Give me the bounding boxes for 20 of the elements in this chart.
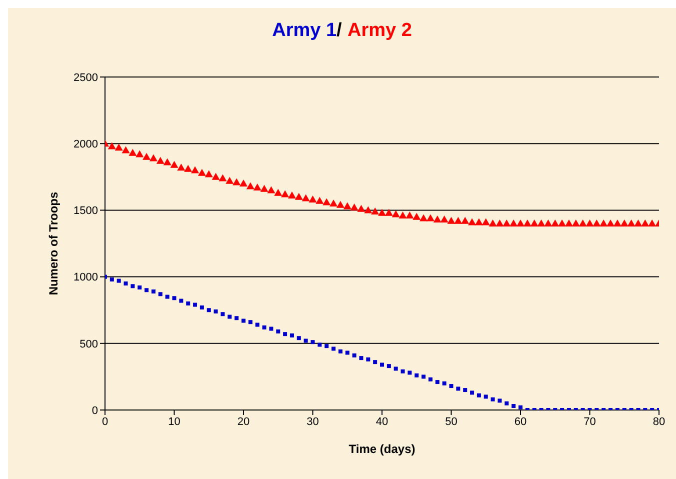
y-tick-label: 500 (80, 338, 98, 350)
text: Army 1 (272, 20, 337, 41)
x-tick-label: 10 (168, 416, 180, 428)
x-tick-label: 40 (376, 416, 388, 428)
x-tick-label: 30 (306, 416, 319, 428)
y-axis-title: Numero of Troops (46, 192, 60, 296)
x-tick-label: 20 (237, 416, 250, 428)
x-tick-label: 70 (584, 416, 596, 428)
text: Army 2 (347, 20, 412, 41)
y-tick-label: 1500 (74, 205, 98, 218)
x-tick-label: 0 (102, 416, 108, 428)
y-tick-label: 0 (92, 404, 98, 417)
x-axis-title: Time (days) (348, 442, 416, 456)
text: / (336, 20, 342, 41)
y-tick-label: 2500 (74, 72, 98, 84)
x-tick-label: 60 (514, 416, 527, 428)
x-tick-label: 80 (652, 416, 666, 428)
y-tick-label: 2000 (74, 138, 98, 151)
y-tick-label: 1000 (74, 272, 98, 284)
x-tick-label: 50 (445, 416, 458, 428)
